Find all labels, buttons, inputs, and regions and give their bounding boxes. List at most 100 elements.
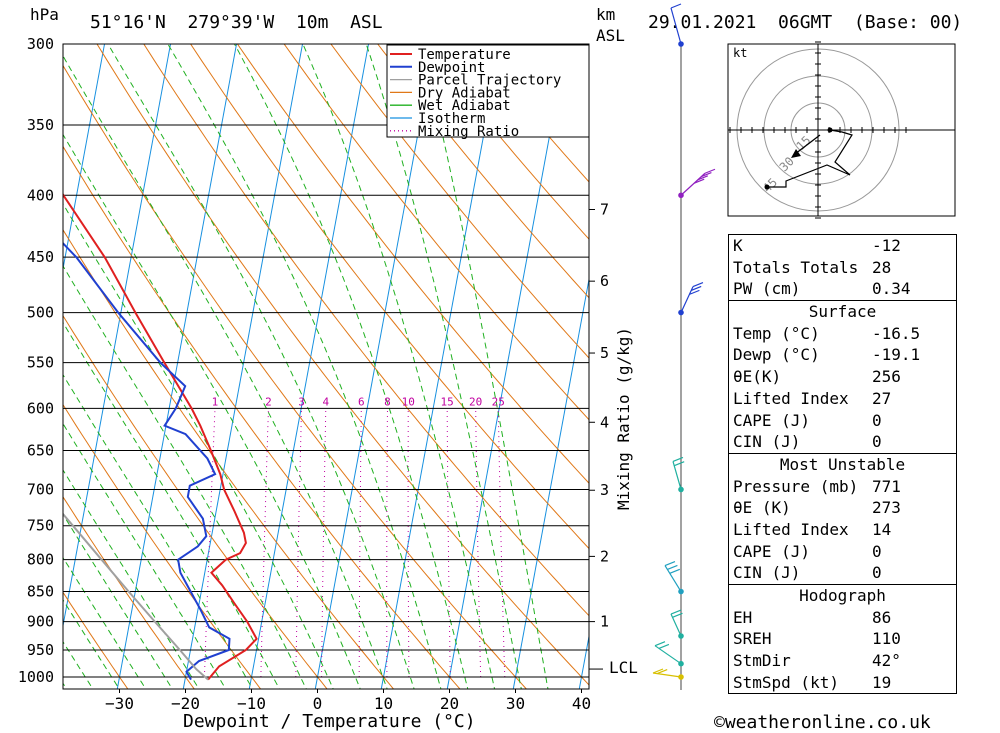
surface-row: CAPE (J) 0	[733, 410, 882, 430]
mixing-ratio-label: 2	[265, 395, 272, 408]
wet-adiabat-line	[63, 599, 120, 689]
pressure-tick-label: 500	[27, 304, 54, 322]
km-tick-label: 5	[600, 344, 609, 362]
height-unit: km	[596, 5, 615, 24]
wind-barb-staff	[670, 7, 682, 45]
mixing-ratio-label: 20	[469, 395, 482, 408]
legend-label: Dewpoint	[418, 60, 485, 76]
hodograph-trace	[767, 129, 853, 188]
km-tick-label: 4	[600, 413, 609, 431]
most-unstable-row: θE (K) 273	[733, 498, 901, 518]
wet-adiabat-line	[63, 54, 388, 689]
surface-title: Surface	[808, 302, 877, 322]
dry-adiabat-line	[63, 314, 328, 689]
x-axis-title: Dewpoint / Temperature (°C)	[183, 711, 476, 732]
wet-adiabat-line	[63, 265, 307, 689]
wind-barb-feather	[658, 643, 670, 649]
mixing-ratio-line	[295, 408, 302, 678]
km-tick-label: 7	[600, 201, 609, 219]
x-tick-label: −30	[105, 694, 134, 713]
wind-barb-feather	[692, 282, 704, 288]
wind-barb-feather	[669, 568, 681, 574]
index-row: K -12	[733, 236, 901, 255]
x-tick-label: −20	[171, 694, 200, 713]
pressure-tick-label: 600	[27, 399, 54, 417]
wind-barb-feather	[656, 669, 668, 675]
legend-label: Wet Adiabat	[418, 98, 511, 114]
wind-barb-feather	[697, 175, 709, 181]
surface-row: Lifted Index 27	[733, 388, 892, 408]
x-tick-label: 30	[506, 694, 525, 713]
credit: ©weatheronline.co.uk	[714, 712, 931, 733]
wet-adiabat-line	[63, 373, 254, 689]
wind-barb	[670, 609, 683, 637]
wind-barb-feather	[690, 285, 702, 292]
dry-adiabat-line	[143, 44, 589, 617]
pressure-tick-label: 750	[27, 517, 54, 535]
index-row: PW (cm) 0.34	[733, 279, 911, 299]
isotherm-line	[446, 44, 568, 689]
isotherm-line	[63, 44, 106, 272]
y2-axis-title: Mixing Ratio (g/kg)	[614, 327, 633, 510]
wind-barb-feather	[693, 178, 705, 184]
wind-barb-feather	[670, 3, 682, 9]
pressure-tick-label: 550	[27, 354, 54, 372]
most-unstable-row: CIN (J) 0	[733, 563, 882, 583]
wind-barb	[670, 3, 682, 45]
pressure-tick-labels: 300 350 400 450 500 550 600 650 700 750 800 850 900 9…	[18, 35, 54, 686]
legend-label: Mixing Ratio	[418, 124, 519, 140]
x-tick-label: −10	[237, 694, 266, 713]
dry-adiabat-line	[0, 26, 3, 703]
wind-barb	[672, 456, 685, 490]
pressure-tick-label: 850	[27, 583, 54, 601]
wind-barb-feather	[673, 461, 685, 467]
mixing-ratio-label: 25	[492, 395, 505, 408]
hodograph-stats-row: StmSpd (kt) 19	[733, 672, 892, 692]
most-unstable-title: Most Unstable	[779, 454, 906, 474]
wind-barb-feather	[654, 641, 666, 647]
legend-label: Isotherm	[418, 111, 485, 127]
height-ref: ASL	[596, 26, 625, 45]
hodograph-start-dot	[764, 184, 770, 190]
pressure-tick-label: 450	[27, 248, 54, 266]
dry-adiabat-line	[423, 44, 589, 240]
x-tick-label: 20	[440, 694, 459, 713]
pressure-tick-label: 400	[27, 186, 54, 204]
dry-adiabat-line	[63, 228, 395, 689]
dry-adiabat-line	[190, 44, 589, 550]
wind-barb-feather	[672, 456, 684, 463]
wind-barb-feather	[672, 612, 683, 618]
dry-adiabat-line	[63, 403, 262, 689]
wet-adiabat-line	[233, 44, 469, 689]
wind-barb-feather	[670, 609, 682, 615]
mixing-ratio-line	[386, 408, 388, 677]
wet-adiabat-line	[63, 321, 280, 689]
surface-row: CIN (J) 0	[733, 432, 882, 452]
mixing-ratio-label: 8	[384, 395, 391, 408]
pressure-tick-label: 650	[27, 442, 54, 460]
dry-adiabat-line	[63, 591, 129, 689]
most-unstable-row: CAPE (J) 0	[733, 541, 882, 561]
km-tick-label: 6	[600, 272, 609, 290]
x-tick-label: 10	[374, 694, 393, 713]
mixing-ratio-line	[446, 408, 451, 678]
wet-adiabat-line	[63, 133, 361, 689]
legend-label: Temperature	[418, 47, 511, 63]
wind-barb-staff	[672, 461, 682, 490]
surface-row: θE(K) 256	[733, 367, 901, 387]
pressure-tick-label: 350	[27, 116, 54, 134]
dry-adiabat-line	[236, 44, 589, 484]
mixing-ratio-line	[260, 408, 269, 678]
isotherm-line	[578, 633, 589, 689]
sounding-series	[63, 192, 258, 681]
wind-barb-feather	[667, 564, 678, 571]
temperature-tick-labels: −30 −20 −10 0 10 20 30 40	[105, 689, 591, 713]
isotherm-line	[314, 44, 436, 689]
pressure-tick-label: 1000	[18, 668, 54, 686]
temperature-line	[63, 192, 258, 681]
wind-barb-feather	[704, 168, 716, 174]
wind-barbs	[652, 3, 716, 690]
dry-adiabat-line	[63, 495, 195, 689]
datetime: 29.01.2021 06GMT (Base: 00)	[648, 12, 962, 33]
